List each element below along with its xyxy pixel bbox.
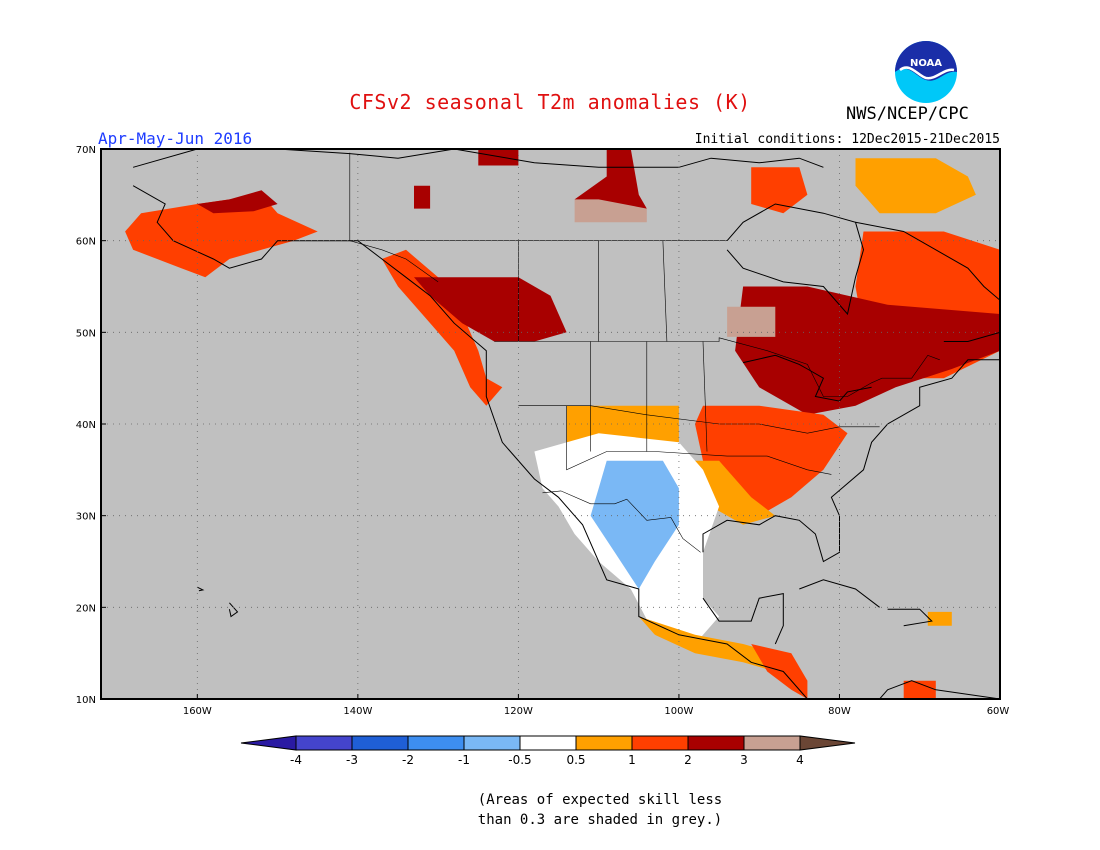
lon-tick-label: 100W (664, 706, 693, 717)
legend-swatch (463, 735, 521, 751)
anomaly-region-arctic-hot-2 (478, 149, 519, 166)
legend-label: 2 (684, 753, 692, 767)
season-label: Apr-May-Jun 2016 (98, 129, 253, 148)
lon-tick-label: 120W (504, 706, 533, 717)
legend-label: -2 (402, 753, 414, 767)
legend-label: 0.5 (566, 753, 585, 767)
coastline-hawaii-1 (197, 586, 205, 592)
anomaly-region-great-lakes-hot (735, 286, 1000, 415)
lat-tick-label: 20N (76, 603, 96, 614)
lat-tick-label: 10N (76, 695, 96, 706)
anomaly-region-cuba-mild (927, 611, 952, 626)
legend-label: -4 (290, 753, 302, 767)
anomaly-region-arctic-hot-3 (574, 149, 647, 209)
coastline-hudson-bay (726, 203, 865, 316)
coastline-yucatan (702, 592, 784, 645)
legend-label: 1 (628, 753, 636, 767)
anomaly-region-arctic-skill-grey (574, 199, 647, 223)
legend-label: -3 (346, 753, 358, 767)
border-us-canada-border (494, 337, 940, 397)
legend-swatch (743, 735, 801, 751)
border-us-mexico-border (542, 490, 701, 553)
border-state-lines-5 (702, 341, 708, 452)
anomaly-region-bc-hot (414, 277, 567, 342)
coastline-hispaniola (887, 608, 933, 627)
anomaly-region-canada-arctic-warm (751, 167, 808, 214)
coastline-south-america (878, 680, 1000, 699)
noaa-logo-icon: NOAA (895, 41, 957, 103)
coastline-arctic-coast (132, 149, 824, 168)
figure-title: CFSv2 seasonal T2m anomalies (K) (349, 90, 751, 114)
lat-tick-label: 50N (76, 328, 96, 339)
legend-swatch (295, 735, 353, 751)
border-state-lines-2 (566, 405, 832, 475)
coastline-great-lakes (742, 354, 872, 402)
lat-tick-label: 40N (76, 420, 96, 431)
legend-swatch (575, 735, 633, 751)
anomaly-region-alaska-hot (197, 190, 278, 214)
coastline-cuba (799, 579, 880, 608)
lon-tick-label: 60W (987, 706, 1010, 717)
logo-text: NOAA (910, 58, 942, 69)
agency-label: NWS/NCEP/CPC (846, 104, 969, 124)
anomaly-region-alaska-warm (125, 194, 318, 278)
legend-arrow-low (240, 735, 297, 751)
lat-tick-label: 30N (76, 512, 96, 523)
color-legend: -4 -3 -2 -1 -0.5 0.5 1 2 3 4 (240, 735, 856, 767)
legend-swatch (687, 735, 745, 751)
anomaly-region-venezuela-warm (903, 680, 936, 699)
lat-tick-label: 60N (76, 237, 96, 248)
anomaly-region-arctic-hot-1 (414, 185, 431, 209)
map-panel: 160W 140W 120W 100W 80W 60W 70N 60N 50N 40N 30N 20N… (76, 145, 1010, 717)
border-state-lines (518, 405, 880, 434)
anomaly-region-greenland-warm (855, 158, 976, 214)
border-alaska-canada-border (349, 152, 439, 283)
coastline-alaska-coast (132, 185, 808, 699)
legend-swatch (407, 735, 465, 751)
legend-label: 3 (740, 753, 748, 767)
skill-note-line-1: (Areas of expected skill less (477, 792, 723, 808)
anomaly-region-southwest-mild (566, 405, 679, 443)
border-canada-prov-3 (662, 240, 668, 342)
anomaly-region-pacific-coast-warm (381, 249, 503, 406)
anomaly-region-central-america-warm (751, 644, 808, 699)
legend-swatch (351, 735, 409, 751)
legend-swatch (519, 735, 577, 751)
anomaly-region-ontario-skill-grey (727, 306, 776, 337)
legend-label: -0.5 (508, 753, 531, 767)
legend-arrow-high (799, 735, 856, 751)
coastline-labrador-coast (855, 221, 1000, 342)
legend-swatch (631, 735, 689, 751)
anomaly-region-southwest-cool (590, 460, 679, 589)
anomaly-region-mexico-south-mild (638, 616, 792, 672)
legend-label: -1 (458, 753, 470, 767)
lat-tick-label: 70N (76, 145, 96, 156)
initial-conditions-label: Initial conditions: 12Dec2015-21Dec2015 (694, 132, 1000, 147)
legend-label: 4 (796, 753, 804, 767)
skill-note-line-2: than 0.3 are shaded in grey.) (477, 812, 723, 828)
lon-tick-label: 80W (828, 706, 851, 717)
lon-tick-label: 160W (183, 706, 212, 717)
lon-tick-label: 140W (343, 706, 372, 717)
